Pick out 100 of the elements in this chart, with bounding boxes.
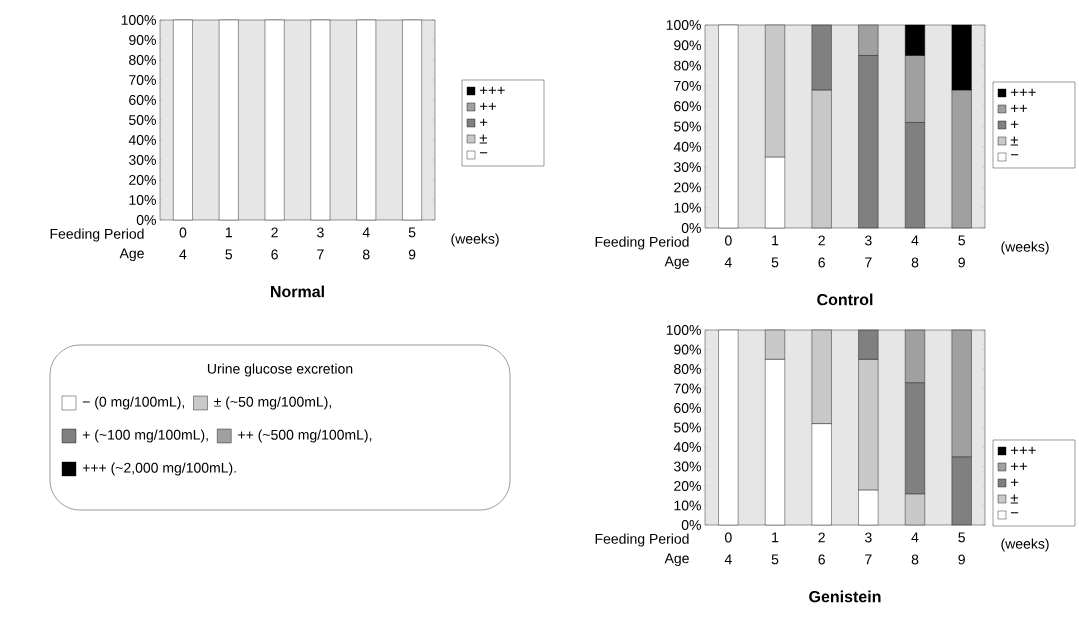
- text: 8: [362, 249, 370, 260]
- text: 4: [179, 249, 187, 260]
- text: 9: [408, 249, 416, 260]
- x-tick-label: 2: [271, 227, 278, 238]
- x-tick-label: 4: [362, 227, 370, 238]
- text: Feeding Period: [50, 228, 144, 242]
- y-tick-label: 40%: [673, 442, 701, 452]
- y-tick-label: 90%: [674, 344, 701, 355]
- text: Feeding Period: [595, 236, 689, 250]
- x-tick-label: 2: [818, 532, 825, 543]
- legend-label: ++: [1010, 104, 1027, 113]
- y-tick-label: 70%: [674, 80, 701, 91]
- legend-label: +: [1010, 120, 1019, 129]
- x-tick-label: 0: [725, 235, 732, 246]
- y-tick-label: 30%: [673, 461, 701, 472]
- text: ++ (~500 mg/100mL),: [238, 429, 372, 443]
- x-tick-label: 3: [864, 532, 872, 543]
- legend-label: +: [479, 118, 488, 127]
- y-tick-label: 60%: [674, 403, 701, 413]
- text: 4: [724, 257, 732, 268]
- legend-label: −: [1010, 512, 1019, 514]
- y-tick-label: 30%: [128, 155, 156, 165]
- y-tick-label: 40%: [673, 141, 701, 152]
- y-tick-label: 0%: [136, 215, 156, 225]
- legend-label: −: [479, 152, 488, 154]
- x-tick-label: 4: [911, 235, 919, 246]
- y-tick-label: 60%: [129, 95, 156, 105]
- x-tick-label: 1: [772, 235, 779, 246]
- x-tick-label: 4: [911, 532, 919, 543]
- x-tick-label: 0: [179, 227, 187, 238]
- x-tick-label: 1: [772, 532, 779, 543]
- legend-label: ++: [1010, 462, 1027, 471]
- y-tick-label: 10%: [674, 500, 701, 511]
- x-tick-label: 1: [225, 227, 232, 238]
- x-tick-label: 2: [818, 235, 825, 246]
- y-tick-label: 80%: [674, 364, 701, 374]
- x-tick-label: 5: [408, 227, 416, 238]
- legend-label: −: [1010, 154, 1019, 156]
- text: 5: [771, 554, 779, 565]
- y-tick-label: 50%: [674, 422, 701, 433]
- text: Age: [664, 553, 689, 567]
- text: − (0 mg/100mL),: [82, 396, 185, 410]
- text: Age: [664, 256, 689, 270]
- y-tick-label: 20%: [674, 182, 701, 193]
- text: 8: [911, 257, 919, 268]
- y-tick-label: 100%: [666, 325, 701, 335]
- legend-label: +++: [479, 86, 505, 95]
- y-tick-label: 60%: [674, 101, 701, 112]
- x-axis-title: (weeks): [1001, 538, 1049, 552]
- legend-label: +++: [1010, 88, 1036, 97]
- y-tick-label: 90%: [674, 40, 701, 51]
- text: Urine glucose excretion: [207, 363, 353, 377]
- legend-label: ++: [479, 102, 496, 111]
- y-tick-label: 40%: [128, 135, 156, 145]
- legend-label: ±: [479, 134, 487, 144]
- legend-label: ±: [1010, 136, 1018, 146]
- text: 7: [865, 257, 872, 268]
- text: 9: [958, 554, 965, 565]
- x-tick-label: 3: [317, 227, 324, 238]
- text: 4: [724, 554, 732, 565]
- x-tick-label: 5: [958, 532, 965, 543]
- text: 7: [865, 554, 872, 565]
- x-axis-title: (weeks): [451, 233, 499, 247]
- text: ± (~50 mg/100mL),: [214, 396, 331, 410]
- text: 6: [818, 257, 825, 268]
- y-tick-label: 70%: [129, 75, 156, 85]
- text: +++ (~2,000 mg/100mL).: [82, 462, 236, 476]
- text: Feeding Period: [595, 533, 689, 547]
- text: 5: [771, 257, 779, 268]
- text: Age: [119, 248, 144, 262]
- text: Normal: [271, 285, 324, 298]
- text: 8: [911, 554, 919, 565]
- y-tick-label: 90%: [129, 35, 156, 45]
- text: 6: [818, 554, 825, 565]
- x-axis-title: (weeks): [1001, 241, 1049, 255]
- y-tick-label: 30%: [673, 162, 701, 173]
- x-tick-label: 5: [958, 235, 965, 246]
- text: 9: [958, 257, 965, 268]
- y-tick-label: 70%: [674, 383, 701, 394]
- y-tick-label: 10%: [129, 195, 156, 205]
- text: 5: [225, 249, 233, 260]
- x-tick-label: 0: [725, 532, 732, 543]
- y-tick-label: 50%: [129, 115, 156, 125]
- y-tick-label: 50%: [674, 121, 701, 132]
- y-tick-label: 80%: [674, 60, 701, 71]
- y-tick-label: 20%: [674, 481, 701, 491]
- text: 7: [317, 249, 324, 260]
- legend-label: +: [1010, 478, 1019, 487]
- text: + (~100 mg/100mL),: [82, 429, 208, 443]
- text: Genistein: [809, 590, 881, 603]
- legend-label: +++: [1010, 446, 1036, 455]
- y-tick-label: 20%: [129, 175, 156, 185]
- x-tick-label: 3: [864, 235, 872, 246]
- y-tick-label: 100%: [666, 20, 701, 30]
- y-tick-label: 0%: [681, 520, 701, 530]
- y-tick-label: 100%: [121, 15, 156, 25]
- y-tick-label: 10%: [674, 202, 701, 213]
- y-tick-label: 80%: [129, 55, 156, 65]
- text: 6: [271, 249, 278, 260]
- legend-label: ±: [1010, 494, 1018, 504]
